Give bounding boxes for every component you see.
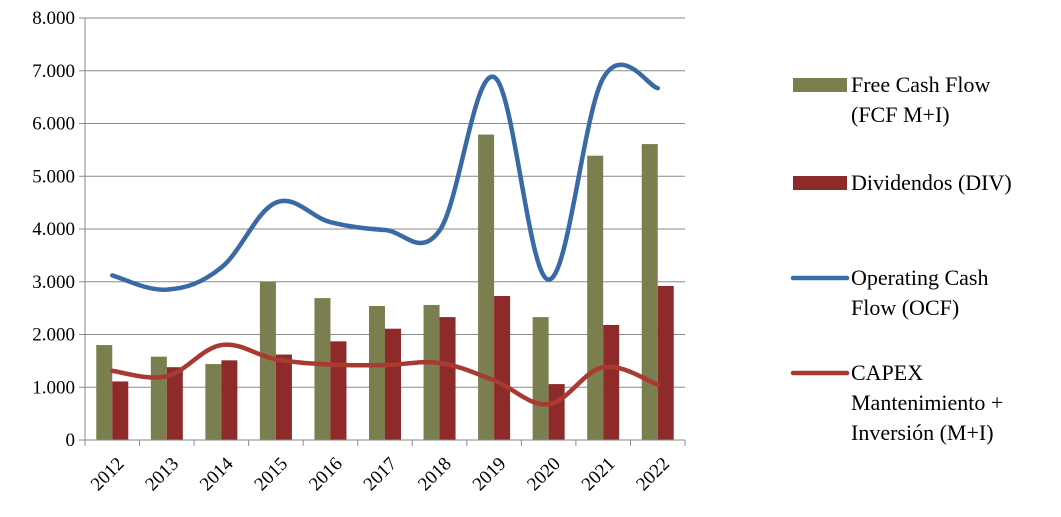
bar	[166, 367, 183, 440]
bar	[275, 354, 292, 440]
legend-swatch	[793, 78, 847, 92]
legend-label: Mantenimiento +	[851, 390, 1003, 415]
x-tick-label: 2022	[632, 453, 674, 495]
y-tick-label: 4.000	[32, 219, 75, 240]
bar	[385, 328, 401, 440]
bar	[478, 134, 495, 440]
legend: Free Cash Flow (FCF M+I) Dividendos (DIV) O…	[790, 72, 1012, 445]
y-tick-label: 2.000	[32, 325, 75, 346]
y-tick-labels: 0 1.000 2.000 3.000 4.000 5.000 6.000 7.000 8.00…	[32, 8, 75, 451]
legend-label: Flow (OCF)	[851, 295, 959, 320]
x-tick-labels: 2012 2013 2014 2015 2016 2017 2018 2019 2020 2021…	[87, 453, 674, 495]
x-tick-label: 2021	[578, 453, 620, 495]
y-tick-label: 0	[66, 430, 76, 451]
bar	[330, 341, 347, 440]
bar	[369, 306, 385, 440]
bar	[548, 384, 565, 440]
bar	[112, 381, 129, 440]
x-tick-label: 2014	[196, 453, 238, 495]
bar	[314, 298, 331, 440]
legend-label: Inversión (M+I)	[851, 420, 994, 445]
x-tick-label: 2013	[141, 453, 183, 495]
x-tick-label: 2017	[360, 453, 402, 495]
legend-swatch	[793, 176, 847, 190]
bar	[259, 281, 276, 440]
bar	[96, 345, 113, 440]
series-lines	[110, 62, 660, 407]
bar	[603, 325, 620, 440]
legend-label: (FCF M+I)	[851, 102, 950, 127]
y-tick-label: 1.000	[32, 377, 75, 398]
axes	[79, 17, 686, 446]
y-tick-label: 3.000	[32, 272, 75, 293]
bar	[205, 364, 222, 440]
bar	[150, 356, 167, 440]
gridlines	[85, 17, 685, 388]
legend-label: CAPEX	[851, 360, 923, 385]
x-tick-label: 2015	[250, 453, 292, 495]
series-line	[110, 342, 660, 407]
legend-label: Free Cash Flow	[851, 72, 990, 97]
bar	[221, 360, 238, 440]
bar	[494, 295, 511, 440]
x-tick-label: 2020	[523, 453, 565, 495]
bar	[439, 317, 456, 440]
series-line	[110, 62, 660, 292]
y-tick-label: 8.000	[32, 8, 75, 29]
x-tick-label: 2016	[305, 453, 347, 495]
y-tick-label: 6.000	[32, 114, 75, 135]
bar	[532, 317, 549, 440]
bar	[587, 155, 604, 441]
bar	[657, 285, 674, 440]
bar	[423, 304, 440, 440]
x-tick-label: 2019	[469, 453, 511, 495]
y-tick-label: 5.000	[32, 166, 75, 187]
y-tick-label: 7.000	[32, 61, 75, 82]
x-tick-label: 2018	[414, 453, 456, 495]
legend-label: Dividendos (DIV)	[851, 170, 1012, 195]
legend-label: Operating Cash	[851, 265, 988, 290]
bar	[641, 144, 658, 440]
x-tick-label: 2012	[87, 453, 129, 495]
